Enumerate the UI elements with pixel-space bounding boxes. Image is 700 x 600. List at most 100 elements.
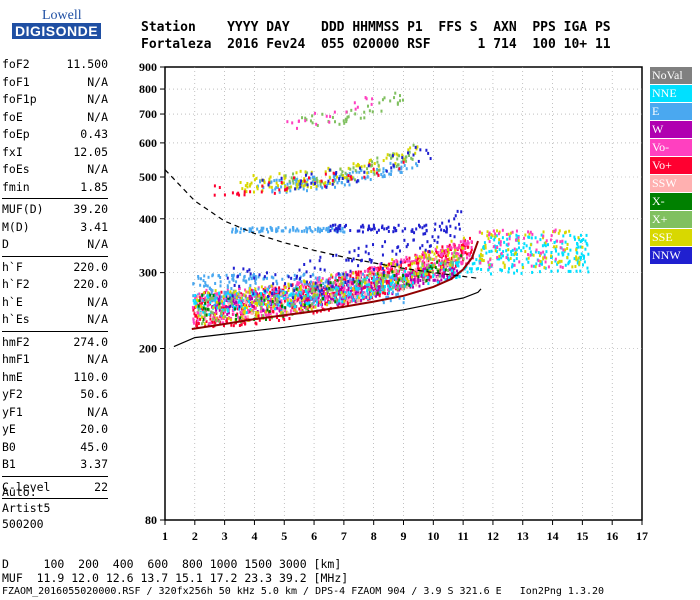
echo-point — [288, 230, 291, 234]
echo-point — [398, 154, 401, 158]
echo-point — [211, 273, 214, 277]
echo-point — [388, 284, 391, 288]
echo-point — [390, 166, 393, 170]
echo-point — [196, 324, 199, 328]
echo-point — [363, 170, 366, 174]
echo-point — [401, 280, 404, 284]
echo-point — [242, 267, 245, 271]
echo-point — [381, 266, 384, 270]
echo-point — [343, 275, 346, 279]
echo-point — [297, 229, 300, 233]
echo-point — [299, 275, 302, 279]
echo-point — [249, 274, 252, 278]
echo-point — [458, 227, 461, 231]
echo-point — [534, 265, 537, 269]
echo-point — [421, 262, 424, 266]
echo-point — [282, 229, 285, 233]
echo-point — [324, 184, 327, 188]
echo-point — [358, 278, 361, 282]
echo-point — [299, 277, 302, 281]
echo-point — [311, 175, 314, 179]
echo-point — [465, 242, 468, 246]
echo-point — [323, 298, 326, 302]
echo-point — [267, 288, 270, 292]
echo-point — [365, 283, 368, 287]
echo-point — [336, 288, 339, 292]
echo-point — [230, 323, 233, 327]
echo-point — [248, 309, 251, 313]
echo-point — [284, 309, 287, 313]
echo-point — [235, 292, 238, 296]
echo-point — [329, 281, 332, 285]
echo-point — [335, 273, 338, 277]
echo-point — [388, 268, 391, 272]
echo-point — [296, 288, 299, 292]
param-name: M(D) — [2, 219, 30, 234]
echo-point — [418, 255, 421, 259]
echo-point — [252, 190, 255, 194]
echo-point — [327, 289, 330, 293]
echo-point — [206, 284, 209, 288]
echo-point — [462, 240, 465, 244]
echo-point — [266, 296, 269, 300]
echo-point — [531, 232, 534, 236]
echo-point — [382, 271, 385, 275]
echo-point — [197, 275, 200, 279]
echo-point — [349, 167, 352, 171]
echo-point — [343, 225, 346, 229]
param-row: foF1 N/A — [2, 74, 108, 92]
echo-point — [342, 277, 345, 281]
echo-point — [203, 284, 206, 288]
echo-point — [392, 263, 395, 267]
echo-point — [311, 273, 314, 277]
echo-point — [412, 238, 415, 242]
echo-point — [270, 316, 273, 320]
echo-point — [327, 308, 330, 312]
echo-point — [300, 229, 303, 233]
echo-point — [560, 259, 563, 263]
echo-point — [449, 234, 452, 238]
echo-point — [304, 173, 307, 177]
echo-point — [229, 304, 232, 308]
echo-point — [406, 279, 409, 283]
echo-point — [386, 292, 389, 296]
logo-line2: DIGISONDE — [12, 23, 102, 39]
echo-point — [339, 167, 342, 171]
echo-point — [321, 186, 324, 190]
echo-point — [226, 290, 229, 294]
echo-point — [264, 296, 267, 300]
param-row: MUF(D) 39.20 — [2, 201, 108, 219]
echo-point — [279, 289, 282, 293]
echo-point — [490, 249, 493, 253]
echo-point — [524, 233, 527, 237]
echo-point — [290, 276, 293, 280]
echo-point — [346, 115, 349, 119]
echo-point — [305, 182, 308, 186]
echo-point — [403, 258, 406, 262]
echo-point — [338, 179, 341, 183]
echo-point — [246, 181, 249, 185]
echo-point — [520, 249, 523, 253]
echo-point — [479, 252, 482, 256]
echo-point — [316, 293, 319, 297]
echo-point — [452, 258, 455, 262]
echo-point — [197, 294, 200, 298]
echo-point — [518, 260, 521, 264]
echo-point — [507, 232, 510, 236]
echo-point — [399, 286, 402, 290]
echo-point — [203, 274, 206, 278]
echo-point — [328, 120, 331, 124]
echo-point — [375, 294, 378, 298]
echo-point — [333, 110, 336, 114]
echo-point — [407, 151, 410, 155]
echo-point — [377, 163, 380, 167]
echo-point — [336, 301, 339, 305]
echo-point — [488, 265, 491, 269]
echo-point — [370, 266, 373, 270]
echo-point — [196, 305, 199, 309]
echo-point — [232, 275, 235, 279]
echo-point — [319, 291, 322, 295]
echo-point — [287, 284, 290, 288]
echo-point — [267, 300, 270, 304]
echo-point — [382, 281, 385, 285]
